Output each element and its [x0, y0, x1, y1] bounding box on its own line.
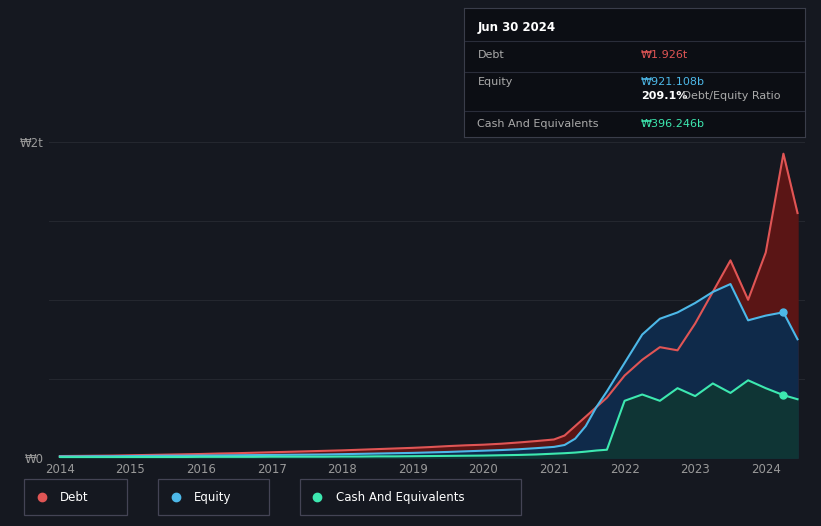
- Text: Equity: Equity: [478, 77, 513, 87]
- Text: ₩396.246b: ₩396.246b: [641, 119, 705, 129]
- Text: Debt: Debt: [478, 50, 504, 60]
- Text: ₩921.108b: ₩921.108b: [641, 77, 705, 87]
- Text: Debt/Equity Ratio: Debt/Equity Ratio: [678, 91, 780, 101]
- Text: Cash And Equivalents: Cash And Equivalents: [478, 119, 599, 129]
- Text: ₩1.926t: ₩1.926t: [641, 50, 688, 60]
- Text: Cash And Equivalents: Cash And Equivalents: [336, 491, 464, 503]
- Text: Jun 30 2024: Jun 30 2024: [478, 21, 556, 34]
- Text: 209.1%: 209.1%: [641, 91, 687, 101]
- Text: Debt: Debt: [60, 491, 89, 503]
- Text: Equity: Equity: [194, 491, 232, 503]
